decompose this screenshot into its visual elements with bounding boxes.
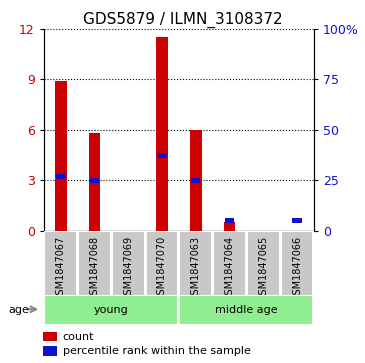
Bar: [157, 154, 167, 159]
Bar: [191, 178, 200, 183]
Bar: [43, 346, 57, 356]
Text: GSM1847067: GSM1847067: [56, 236, 66, 301]
Text: GSM1847063: GSM1847063: [191, 236, 201, 301]
Bar: [44, 231, 77, 296]
Bar: [281, 231, 314, 296]
Text: GSM1847070: GSM1847070: [157, 236, 167, 301]
Bar: [213, 231, 246, 296]
Bar: [44, 295, 178, 325]
Text: GSM1847066: GSM1847066: [292, 236, 302, 301]
Bar: [55, 81, 66, 231]
Bar: [292, 218, 302, 223]
Text: young: young: [94, 305, 129, 315]
Text: percentile rank within the sample: percentile rank within the sample: [63, 346, 251, 356]
Bar: [179, 231, 212, 296]
Text: GDS5879 / ILMN_3108372: GDS5879 / ILMN_3108372: [83, 12, 282, 28]
Bar: [225, 218, 234, 223]
Bar: [112, 231, 145, 296]
Text: GSM1847069: GSM1847069: [123, 236, 133, 301]
Text: GSM1847065: GSM1847065: [258, 236, 268, 301]
Text: middle age: middle age: [215, 305, 278, 315]
Bar: [156, 37, 168, 231]
Bar: [224, 222, 235, 231]
Bar: [190, 130, 201, 231]
Bar: [89, 133, 100, 231]
Bar: [179, 295, 314, 325]
Text: count: count: [63, 331, 95, 342]
Bar: [146, 231, 178, 296]
Text: GSM1847064: GSM1847064: [224, 236, 234, 301]
Bar: [43, 332, 57, 342]
Text: age: age: [8, 305, 29, 315]
Bar: [247, 231, 280, 296]
Bar: [56, 174, 65, 179]
Bar: [90, 178, 99, 183]
Bar: [78, 231, 111, 296]
Text: GSM1847068: GSM1847068: [89, 236, 99, 301]
